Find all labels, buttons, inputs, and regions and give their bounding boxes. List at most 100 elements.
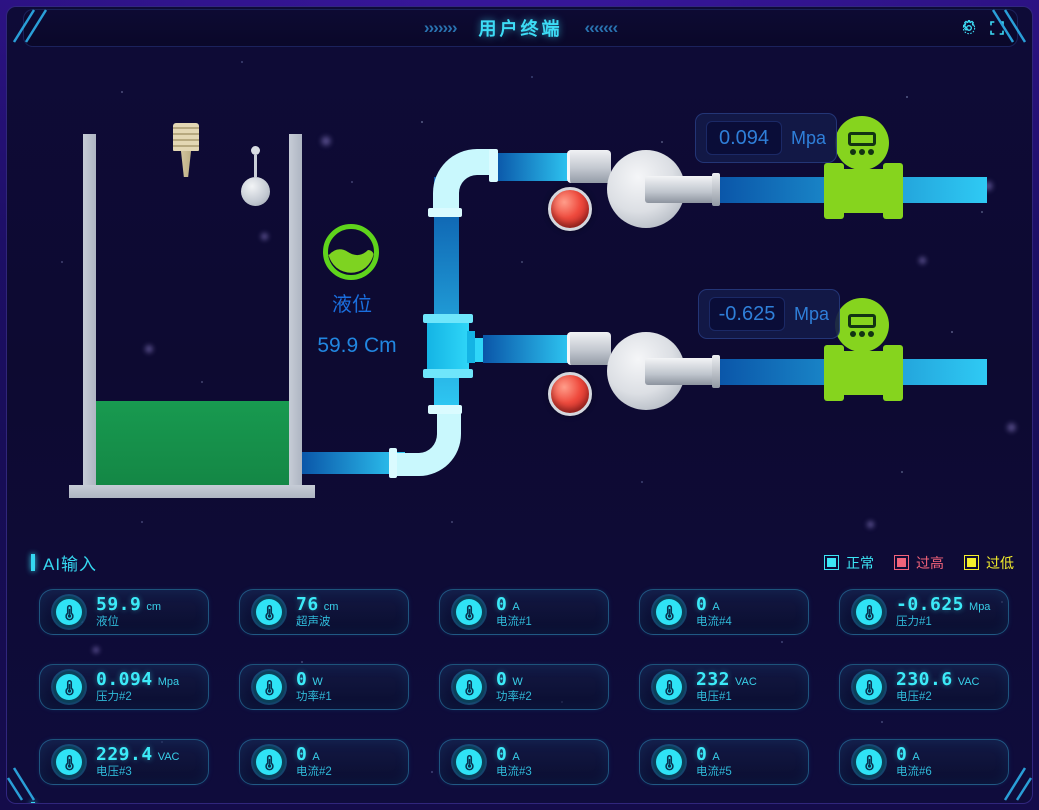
sensor-unit: A (912, 750, 920, 763)
ai-section-header: AI输入 正常 过高 过低 (7, 550, 1032, 575)
pipe-tank-outlet (301, 452, 405, 474)
pipe-collar (428, 208, 462, 217)
pipe-elbow-top (433, 149, 495, 211)
thermometer-icon (453, 671, 485, 703)
sensor-card: 230.6 VAC 电压#2 (839, 664, 1009, 710)
sensor-label: 超声波 (296, 615, 331, 628)
thermometer-icon (53, 596, 85, 628)
sensor-card: 0 W 功率#1 (239, 664, 409, 710)
sensor-unit: VAC (735, 675, 757, 688)
sensor-label: 电流#6 (896, 765, 932, 778)
sensor-unit: A (712, 750, 720, 763)
sensor-value: -0.625 (896, 593, 965, 615)
status-legend: 正常 过高 过低 (824, 553, 1014, 573)
thermometer-icon (253, 671, 285, 703)
corner-decoration-bottom-left (6, 767, 36, 801)
sensor-unit: VAC (157, 750, 180, 763)
tee-collar-top (423, 314, 473, 323)
sensor-unit: A (512, 750, 520, 763)
liquid-level-value: 59.9 Cm (317, 334, 397, 357)
corner-decoration-top-right (991, 9, 1027, 43)
sensor-card: 0 A 电流#1 (439, 589, 609, 635)
sensor-label: 功率#1 (296, 690, 332, 703)
legend-item-normal: 正常 (824, 553, 874, 573)
thermometer-icon (453, 596, 485, 628)
chevrons-right-icon: ‹‹‹‹‹‹‹ (584, 18, 619, 37)
glow-dot (1005, 421, 1018, 434)
sensor-value: 0 (296, 668, 308, 690)
di-section-title: DI输入 (43, 798, 98, 803)
thermometer-icon (253, 596, 285, 628)
sensor-value: 0 (496, 668, 508, 690)
pipe-mid-inlet (483, 335, 573, 363)
sensor-label: 功率#2 (496, 690, 532, 703)
sensor-value: 76 (296, 593, 319, 615)
sensor-value: 0.094 (96, 668, 153, 690)
legend-label-normal: 正常 (846, 554, 874, 571)
pressure-value-1: 0.094 (706, 121, 782, 155)
pipe-top-inlet (495, 153, 573, 181)
flow-meter-2 (824, 298, 904, 404)
thermometer-icon (653, 596, 685, 628)
indicator-light-1 (548, 187, 592, 231)
tank-liquid (96, 401, 289, 485)
sensor-unit: W (312, 675, 323, 688)
sensor-card: 0 A 电流#6 (839, 739, 1009, 785)
sensor-card: 0 A 电流#2 (239, 739, 409, 785)
corner-decoration-bottom-right (1003, 767, 1033, 801)
ai-section-title: AI输入 (43, 555, 98, 574)
pump1-inlet (567, 150, 611, 183)
sensor-unit: A (312, 750, 320, 763)
sensor-value: 0 (696, 743, 708, 765)
sensor-label: 电压#1 (696, 690, 732, 703)
legend-label-high: 过高 (916, 554, 944, 571)
sensor-unit: cm (146, 600, 162, 613)
indicator-light-2 (548, 372, 592, 416)
float-sensor (241, 146, 270, 206)
glow-dot (917, 255, 928, 266)
settings-gear-icon[interactable] (961, 20, 977, 36)
glow-dot (259, 231, 270, 242)
chevrons-left-icon: ››››››› (423, 18, 458, 37)
thermometer-icon (53, 671, 85, 703)
legend-item-low: 过低 (964, 553, 1014, 573)
liquid-level-label: 液位 (332, 294, 372, 316)
sensor-card: 0 A 电流#3 (439, 739, 609, 785)
sensor-value: 0 (696, 593, 708, 615)
sensor-label: 压力#1 (896, 615, 932, 628)
flow-meter-2-head (835, 298, 889, 352)
thermometer-icon (453, 746, 485, 778)
ultrasonic-sensor (173, 123, 199, 177)
pipe-collar (428, 405, 462, 414)
pipe-collar (489, 149, 498, 182)
pressure-display-1: 0.094 Mpa (695, 113, 837, 163)
thermometer-icon (653, 671, 685, 703)
sensor-card: 76 cm 超声波 (239, 589, 409, 635)
liquid-level-icon (323, 224, 379, 280)
sensor-card-grid: 59.9 cm 液位 76 cm 超声波 0 A 电流#1 0 A 电流#4 -0.625 Mpa… (39, 589, 1009, 785)
pump2-inlet (567, 332, 611, 365)
flow-meter-1 (824, 116, 904, 222)
thermometer-icon (253, 746, 285, 778)
sensor-label: 电压#2 (896, 690, 932, 703)
pressure-value-2: -0.625 (709, 297, 785, 331)
section-accent-bar (31, 802, 35, 803)
fullscreen-icon[interactable] (989, 20, 1005, 36)
thermometer-icon (853, 596, 885, 628)
sensor-unit: cm (323, 600, 339, 613)
sensor-card: 232 VAC 电压#1 (639, 664, 809, 710)
sensor-label: 电流#1 (496, 615, 532, 628)
sensor-value: 229.4 (96, 743, 153, 765)
sensor-card: -0.625 Mpa 压力#1 (839, 589, 1009, 635)
sensor-unit: A (712, 600, 720, 613)
sensor-label: 电流#5 (696, 765, 732, 778)
pipe-collar (389, 448, 397, 478)
thermometer-icon (853, 746, 885, 778)
legend-swatch-high-icon (894, 555, 909, 570)
glow-dot (319, 134, 333, 148)
pressure-display-2: -0.625 Mpa (698, 289, 840, 339)
sensor-unit: W (512, 675, 523, 688)
pressure-unit-1: Mpa (790, 127, 826, 148)
di-section-header: DI输入 (7, 798, 1032, 803)
pipe-elbow-bottom (393, 410, 461, 476)
